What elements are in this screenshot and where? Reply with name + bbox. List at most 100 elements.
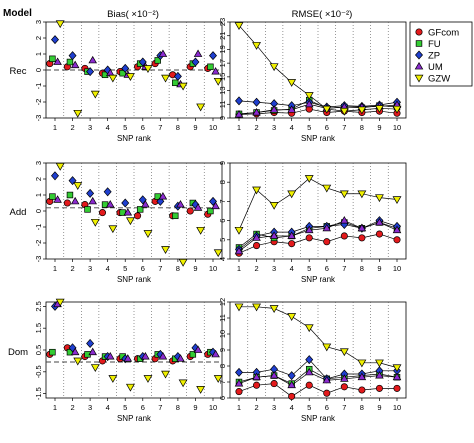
- point-um: [141, 200, 150, 208]
- point-gfcom: [288, 392, 296, 400]
- point-um: [176, 354, 185, 362]
- y-tick-label: -2: [34, 99, 43, 106]
- point-gzw: [339, 107, 349, 116]
- x-tick-label: 9: [377, 403, 381, 412]
- series-gzw: [55, 20, 223, 118]
- legend-marker-um: [414, 61, 424, 70]
- point-um: [53, 57, 62, 65]
- point-zp: [51, 171, 59, 181]
- point-zp: [287, 371, 296, 381]
- x-tick-label: 4: [106, 264, 110, 273]
- x-tick-label: 1: [237, 123, 241, 132]
- x-tick-label: 10: [393, 123, 401, 132]
- y-tick-label: 1.5: [34, 323, 43, 333]
- point-gzw: [143, 230, 153, 238]
- point-fu: [119, 69, 126, 77]
- y-tick-label: -2: [34, 240, 43, 247]
- series-gzw: [234, 22, 402, 116]
- point-gfcom: [323, 238, 331, 246]
- point-um: [211, 201, 220, 210]
- x-tick-label: 6: [141, 123, 145, 132]
- point-gzw: [213, 77, 223, 86]
- point-zp: [235, 96, 243, 106]
- legend-item-um: UM: [414, 61, 443, 73]
- point-gzw: [161, 74, 170, 83]
- point-gzw: [196, 103, 206, 112]
- y-tick-label: 7: [218, 199, 227, 203]
- x-tick-label: 1: [53, 403, 57, 412]
- x-tick-label: 5: [307, 123, 311, 132]
- point-gfcom: [98, 209, 107, 217]
- point-zp: [156, 196, 165, 206]
- y-tick-label: 3: [34, 20, 43, 24]
- point-um: [176, 200, 185, 208]
- y-tick-label: 13: [218, 86, 227, 94]
- point-gzw: [322, 184, 332, 193]
- y-tick-label: -0.5: [34, 365, 43, 378]
- y-tick-label: 5: [218, 238, 227, 242]
- x-tick-label: 3: [88, 123, 92, 132]
- point-um: [392, 372, 402, 381]
- point-fu: [172, 79, 179, 87]
- point-um: [304, 225, 314, 234]
- x-tick-label: 7: [158, 264, 162, 273]
- bias-column-title: Bias( ×10⁻²): [107, 9, 159, 20]
- point-um: [252, 233, 261, 241]
- y-tick-label: 3: [34, 161, 43, 165]
- point-gzw: [287, 79, 297, 87]
- point-gzw: [213, 375, 223, 383]
- y-tick-label: -1.5: [34, 387, 43, 400]
- legend-item-gfcom: GFcom: [415, 28, 459, 39]
- point-gfcom: [134, 212, 142, 220]
- y-tick-label: 0.5: [34, 345, 43, 355]
- x-axis-label: SNP rank: [117, 275, 152, 284]
- point-gzw: [108, 375, 118, 383]
- x-tick-label: 8: [176, 403, 180, 412]
- y-tick-label: 1: [34, 193, 43, 197]
- point-fu: [49, 55, 56, 63]
- legend-label: GZW: [428, 74, 450, 85]
- x-tick-label: 10: [209, 403, 217, 412]
- point-gzw: [252, 303, 261, 312]
- y-tick-label: 0: [34, 209, 43, 213]
- point-gzw: [196, 386, 206, 394]
- point-gzw: [339, 348, 349, 357]
- point-gzw: [392, 105, 402, 114]
- point-um: [211, 349, 220, 358]
- point-zp: [103, 187, 112, 197]
- x-tick-label: 9: [377, 123, 381, 132]
- point-gzw: [392, 196, 402, 205]
- y-tick-label: 6: [218, 396, 227, 400]
- x-tick-label: 5: [123, 123, 127, 132]
- point-gfcom: [305, 381, 313, 389]
- y-tick-label: 12: [218, 298, 227, 306]
- point-gzw: [234, 226, 244, 235]
- point-um: [158, 192, 168, 200]
- series-line-gfcom: [238, 383, 397, 397]
- point-gzw: [322, 105, 332, 114]
- point-gfcom: [323, 389, 331, 397]
- model-label: Model: [3, 8, 32, 19]
- y-tick-label: 21: [218, 32, 227, 40]
- point-um: [287, 231, 296, 239]
- point-gzw: [178, 258, 188, 267]
- y-tick-label: 0: [34, 68, 43, 72]
- point-um: [392, 225, 402, 234]
- point-gfcom: [253, 242, 261, 250]
- point-um: [322, 375, 332, 384]
- x-tick-label: 5: [307, 264, 311, 273]
- x-axis-label: SNP rank: [301, 134, 336, 143]
- series-um: [53, 299, 220, 362]
- point-um: [357, 372, 367, 381]
- point-zp: [121, 198, 130, 208]
- y-tick-label: 23: [218, 18, 227, 26]
- y-tick-label: 4: [218, 257, 227, 261]
- x-tick-label: 4: [290, 123, 294, 132]
- point-fu: [49, 193, 56, 200]
- point-gzw: [55, 162, 65, 171]
- x-tick-label: 8: [360, 403, 364, 412]
- point-gzw: [375, 194, 384, 203]
